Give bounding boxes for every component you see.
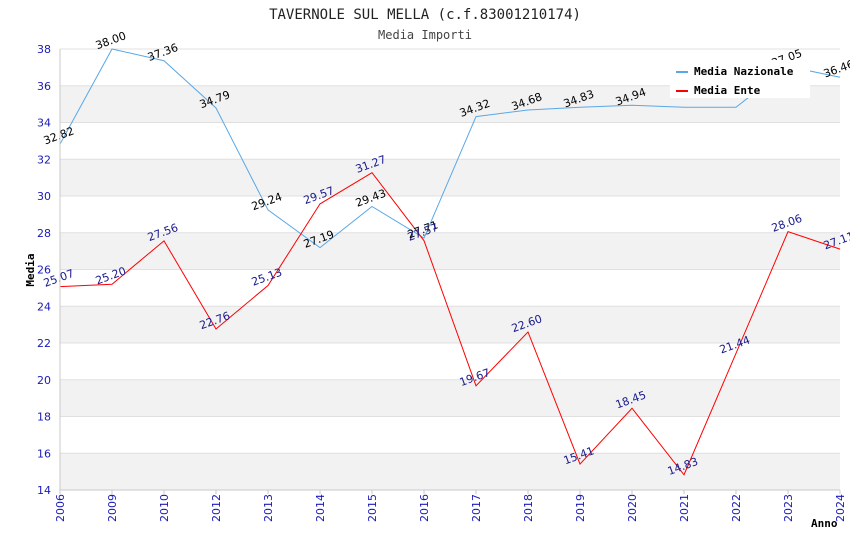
- x-tick-label: 2020: [626, 494, 639, 522]
- grid-band: [60, 453, 840, 490]
- y-tick-label: 22: [37, 337, 51, 350]
- y-tick-label: 30: [37, 190, 51, 203]
- y-tick-label: 14: [37, 484, 51, 497]
- legend: Media Nazionale Media Ente: [670, 60, 810, 98]
- legend-label-media-ente: Media Ente: [694, 84, 761, 97]
- chart-title: TAVERNOLE SUL MELLA (c.f.83001210174): [269, 7, 581, 23]
- x-tick-label: 2022: [730, 494, 743, 522]
- grid-band: [60, 269, 840, 307]
- x-tick-label: 2010: [158, 494, 171, 522]
- x-tick-label: 2016: [418, 494, 431, 522]
- x-tick-label: 2012: [210, 494, 223, 522]
- series-line-media-nazionale: [59, 48, 841, 249]
- x-tick-label: 2021: [678, 494, 691, 522]
- grid-bands: [60, 48, 840, 491]
- grid-band: [60, 343, 840, 380]
- grid-band: [60, 196, 840, 233]
- y-axis-ticks: 14 16 18 20 22 24 26 28 30 32 34 36 38: [37, 43, 51, 497]
- x-tick-label: 2018: [522, 494, 535, 522]
- x-tick-label: 2023: [782, 494, 795, 522]
- y-tick-label: 18: [37, 411, 51, 424]
- x-tick-label: 2006: [54, 494, 67, 522]
- y-tick-label: 26: [37, 264, 51, 277]
- y-tick-label: 20: [37, 374, 51, 387]
- x-tick-label: 2014: [314, 494, 327, 522]
- grid-band: [60, 379, 840, 417]
- grid-band: [60, 122, 840, 160]
- y-tick-label: 34: [37, 117, 51, 130]
- x-tick-label: 2009: [106, 494, 119, 522]
- y-axis-title: Media: [24, 253, 37, 286]
- y-tick-label: 24: [37, 300, 51, 313]
- y-tick-label: 38: [37, 43, 51, 56]
- x-tick-label: 2019: [574, 494, 587, 522]
- legend-label-media-nazionale: Media Nazionale: [694, 65, 794, 78]
- x-axis-ticks: 2006 2009 2010 2012 2013 2014 2015 2016 2017 2018…: [54, 490, 847, 522]
- series-lines: [59, 48, 841, 476]
- grid-band: [60, 416, 840, 454]
- x-tick-label: 2017: [470, 494, 483, 522]
- x-axis-title: Anno: [811, 517, 838, 530]
- series-line-media-ente: [59, 172, 841, 476]
- legend-box: [670, 60, 810, 98]
- x-tick-label: 2024: [834, 494, 847, 522]
- x-tick-label: 2013: [262, 494, 275, 522]
- chart-subtitle: Media Importi: [378, 28, 472, 42]
- y-tick-label: 32: [37, 153, 51, 166]
- y-tick-label: 36: [37, 80, 51, 93]
- grid-band: [60, 232, 840, 270]
- x-tick-label: 2015: [366, 494, 379, 522]
- y-tick-label: 16: [37, 447, 51, 460]
- y-tick-label: 28: [37, 227, 51, 240]
